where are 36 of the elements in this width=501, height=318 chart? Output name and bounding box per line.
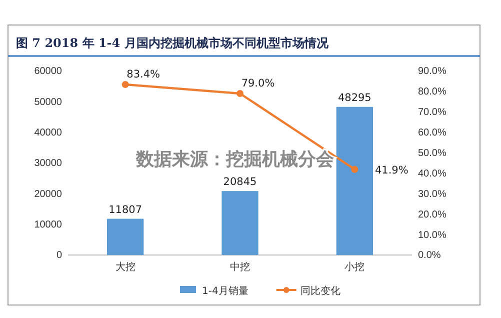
chart-title: 图 7 2018 年 1-4 月国内挖掘机械市场不同机型市场情况	[16, 36, 330, 50]
y2-tick-label: 50.0%	[418, 148, 446, 159]
y-tick-label: 10000	[34, 220, 62, 231]
legend-label: 1-4月销量	[202, 286, 248, 297]
x-tick-label: 大挖	[115, 261, 136, 274]
point	[351, 166, 358, 173]
data-label: 11807	[108, 204, 142, 216]
y2-tick-label: 40.0%	[418, 168, 446, 180]
y-tick-label: 40000	[34, 128, 62, 139]
legend-label: 同比变化	[300, 285, 340, 297]
bar	[222, 191, 258, 255]
x-tick-label: 中挖	[230, 261, 250, 274]
data-label: 48295	[338, 92, 372, 104]
y2-tick-label: 10.0%	[418, 230, 446, 241]
y-tick-label: 50000	[34, 96, 62, 108]
y2-tick-label: 60.0%	[418, 128, 446, 139]
bar	[106, 218, 144, 255]
y2-tick-label: 0.0%	[418, 250, 441, 262]
bar	[336, 106, 374, 255]
x-tick-label: 小挖	[344, 261, 365, 274]
data-label: 79.0%	[241, 77, 275, 90]
data-label: 20845	[223, 176, 257, 188]
y-tick-label: 30000	[34, 158, 62, 170]
y-tick-label: 60000	[34, 66, 62, 78]
y2-tick-label: 30.0%	[418, 188, 446, 200]
y2-tick-label: 20.0%	[418, 209, 446, 220]
data-label: 41.9%	[374, 164, 408, 176]
point	[236, 90, 244, 97]
annotation: 数据来源：挖掘机械分会	[135, 149, 335, 170]
y2-tick-label: 70.0%	[418, 107, 446, 118]
y-tick-label: 20000	[34, 188, 62, 200]
y-tick-label: 0	[56, 250, 62, 262]
data-label: 83.4%	[126, 68, 160, 80]
y2-tick-label: 90.0%	[418, 66, 446, 78]
y2-tick-label: 80.0%	[418, 86, 446, 98]
point	[122, 80, 129, 88]
